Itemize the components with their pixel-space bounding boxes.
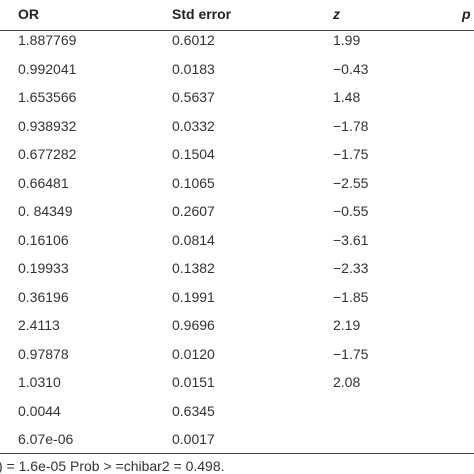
table-cell: 0.0183 (172, 60, 215, 77)
table-cell: −1.85 (333, 288, 369, 305)
table-cell: 2.19 (333, 317, 361, 333)
footer-note: ) = 1.6e-05 Prob > =chibar2 = 0.498. (0, 458, 225, 474)
table-cell: 0.97878 (18, 345, 69, 362)
table-cell: −0.55 (333, 203, 369, 219)
table-cell: 1.887769 (18, 32, 77, 48)
table-cell: 0.6345 (172, 402, 215, 419)
column-header: Std error (172, 6, 232, 22)
table-cell: −1.78 (333, 117, 369, 134)
table-cell: 0.66481 (18, 174, 69, 191)
table-cell: 1.48 (333, 89, 361, 105)
table-cell: 2.4113 (18, 317, 60, 333)
table-cell: 0.6012 (172, 32, 215, 48)
table-cell: 0.5637 (172, 89, 215, 105)
column-header: z (333, 6, 340, 22)
table-cell: 0.0017 (172, 431, 215, 447)
table-cell: 2.08 (333, 374, 361, 390)
table-cell: 1.0310 (18, 374, 61, 390)
column-header: OR (18, 6, 39, 22)
table-cell: −1.75 (333, 345, 369, 362)
table-cell: −1.75 (333, 146, 369, 162)
table-cell: 0.1065 (172, 174, 215, 191)
table-cell: 0.992041 (18, 60, 77, 77)
table-cell: −3.61 (333, 231, 369, 248)
column-header: p (462, 6, 471, 22)
bottom-rule (0, 453, 474, 454)
table-cell: 0.0332 (172, 117, 215, 134)
table-cell: 0.0814 (172, 231, 215, 248)
table-cell: 1.99 (333, 32, 361, 48)
table-cell: 1.653566 (18, 89, 77, 105)
table-cell: 0.1504 (172, 146, 215, 162)
table-cell: 0.0044 (18, 402, 61, 419)
table-cell: 0.0151 (172, 374, 215, 390)
table-cell: −0.43 (333, 60, 369, 77)
table-cell: −2.55 (333, 174, 369, 191)
table-cell: 0.677282 (18, 146, 77, 162)
table-cell: 0.1991 (172, 288, 215, 305)
header-rule (0, 30, 474, 31)
table-cell: 0.1382 (172, 260, 215, 276)
table-cell: 6.07e-06 (18, 431, 74, 447)
table-cell: 0. 84349 (18, 203, 73, 219)
table-cell: 0.0120 (172, 345, 215, 362)
table-cell: 0.16106 (18, 231, 69, 248)
table-cell: 0.19933 (18, 260, 69, 276)
table-cell: 0.938932 (18, 117, 77, 134)
table-cell: −2.33 (333, 260, 369, 276)
table-cell: 0.2607 (172, 203, 215, 219)
table-cell: 0.9696 (172, 317, 215, 333)
table-cell: 0.36196 (18, 288, 69, 305)
